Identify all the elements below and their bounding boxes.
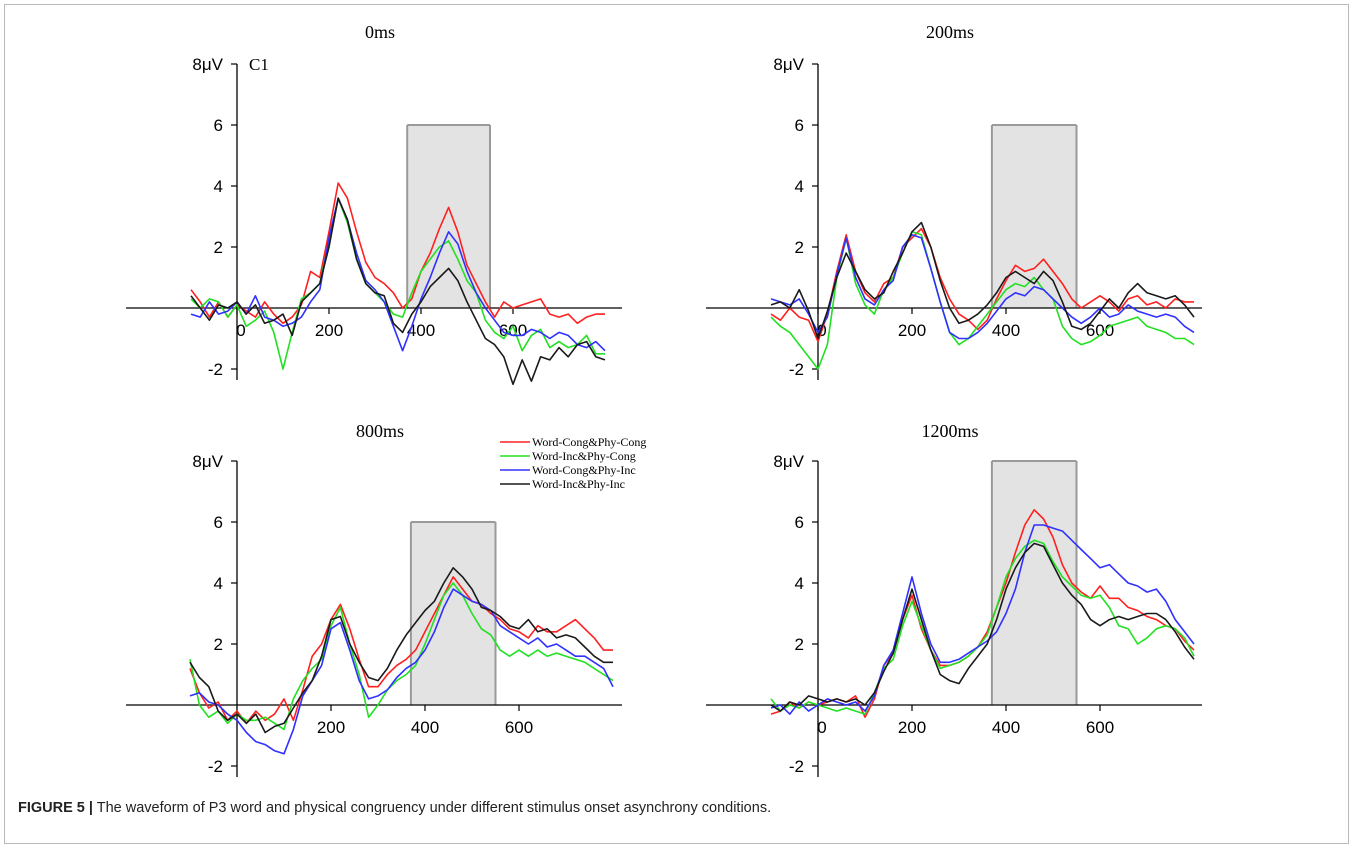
y-tick-label: -2 bbox=[789, 757, 804, 776]
x-tick-label: 200 bbox=[898, 321, 926, 340]
panel-title: 1200ms bbox=[921, 421, 978, 441]
series-line-word-cong-phy-cong bbox=[189, 576, 613, 725]
y-tick-label: 6 bbox=[795, 116, 804, 135]
y-tick-label: -2 bbox=[208, 757, 223, 776]
y-tick-label: 2 bbox=[795, 238, 804, 257]
y-tick-label: 6 bbox=[214, 116, 223, 135]
x-tick-label: 200 bbox=[317, 718, 345, 737]
y-tick-label: -2 bbox=[208, 360, 223, 379]
legend-label: Word-Inc&Phy-Inc bbox=[532, 477, 625, 491]
legend-label: Word-Cong&Phy-Cong bbox=[532, 435, 646, 449]
x-tick-label: 200 bbox=[898, 718, 926, 737]
caption-figure-number: FIGURE 5 | bbox=[18, 800, 93, 816]
figure-frame bbox=[4, 4, 1349, 844]
y-tick-label: 4 bbox=[214, 177, 223, 196]
panel-title: 800ms bbox=[356, 421, 404, 441]
panel-800ms: 8μV 6 4 2 -2 200 400 600 800ms bbox=[126, 421, 622, 777]
series-line-word-inc-phy-inc bbox=[190, 197, 606, 386]
x-tick-label: 400 bbox=[992, 718, 1020, 737]
panel-1200ms: 8μV 6 4 2 -2 0 200 400 600 1200ms bbox=[706, 421, 1202, 777]
y-tick-label: 2 bbox=[795, 635, 804, 654]
series-line-word-inc-phy-cong bbox=[189, 582, 614, 731]
panel-title: 0ms bbox=[365, 22, 395, 42]
shaded-window bbox=[407, 125, 490, 308]
y-tick-label: 4 bbox=[795, 177, 804, 196]
y-unit-label: 8μV bbox=[192, 55, 223, 74]
x-tick-label: 600 bbox=[1086, 718, 1114, 737]
series-line-word-inc-phy-cong bbox=[770, 539, 1195, 715]
x-tick-label: 600 bbox=[505, 718, 533, 737]
y-tick-label: -2 bbox=[789, 360, 804, 379]
caption-text: The waveform of P3 word and physical con… bbox=[96, 800, 772, 816]
series-line-word-inc-phy-inc bbox=[189, 567, 613, 734]
figure-caption: FIGURE 5 | The waveform of P3 word and p… bbox=[18, 800, 1338, 816]
x-tick-label: 200 bbox=[315, 321, 343, 340]
x-tick-label: 400 bbox=[992, 321, 1020, 340]
y-tick-label: 2 bbox=[214, 635, 223, 654]
series-line-word-cong-phy-cong bbox=[770, 509, 1195, 718]
x-tick-label: 600 bbox=[1086, 321, 1114, 340]
series-line-word-cong-phy-inc bbox=[189, 588, 614, 755]
legend-label: Word-Cong&Phy-Inc bbox=[532, 463, 636, 477]
shaded-window bbox=[410, 522, 496, 705]
y-unit-label: 8μV bbox=[192, 452, 223, 471]
series-line-word-cong-phy-inc bbox=[770, 524, 1195, 715]
y-tick-label: 4 bbox=[795, 574, 804, 593]
y-tick-label: 4 bbox=[214, 574, 223, 593]
legend-label: Word-Inc&Phy-Cong bbox=[532, 449, 636, 463]
y-tick-label: 6 bbox=[214, 513, 223, 532]
legend: Word-Cong&Phy-CongWord-Inc&Phy-CongWord-… bbox=[500, 435, 646, 491]
y-tick-label: 6 bbox=[795, 513, 804, 532]
x-tick-label: 400 bbox=[411, 718, 439, 737]
panel-title: 200ms bbox=[926, 22, 974, 42]
channel-label: C1 bbox=[249, 55, 269, 74]
x-tick-label: 400 bbox=[407, 321, 435, 340]
x-tick-label: 0 bbox=[817, 718, 826, 737]
series-line-word-inc-phy-inc bbox=[770, 221, 1195, 340]
series-line-word-inc-phy-cong bbox=[190, 197, 605, 370]
y-unit-label: 8μV bbox=[773, 55, 804, 74]
x-tick-label: 0 bbox=[236, 321, 245, 340]
y-unit-label: 8μV bbox=[773, 452, 804, 471]
series-line-word-inc-phy-inc bbox=[770, 542, 1195, 712]
series-line-word-cong-phy-inc bbox=[770, 234, 1195, 340]
series-line-word-inc-phy-cong bbox=[770, 231, 1195, 370]
series-line-word-cong-phy-cong bbox=[190, 182, 605, 325]
y-tick-label: 2 bbox=[214, 238, 223, 257]
series-line-word-cong-phy-inc bbox=[190, 197, 606, 352]
